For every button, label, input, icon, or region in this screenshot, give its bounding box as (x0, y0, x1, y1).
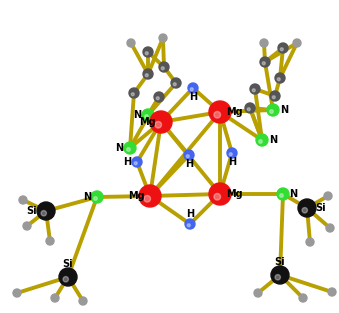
Circle shape (139, 185, 161, 207)
Circle shape (187, 224, 190, 227)
Circle shape (37, 202, 55, 220)
Circle shape (190, 88, 193, 91)
Circle shape (150, 111, 172, 133)
Circle shape (127, 148, 130, 151)
Circle shape (91, 191, 103, 203)
Circle shape (132, 157, 142, 167)
Circle shape (145, 74, 148, 77)
Circle shape (256, 134, 268, 146)
Text: H: H (189, 92, 197, 102)
Text: N: N (83, 192, 91, 202)
Circle shape (326, 224, 334, 232)
Circle shape (188, 83, 198, 93)
Circle shape (159, 62, 169, 72)
Circle shape (214, 111, 221, 118)
Circle shape (262, 62, 265, 65)
Circle shape (159, 34, 167, 42)
Text: H: H (228, 157, 236, 167)
Text: H: H (185, 159, 193, 169)
Circle shape (186, 155, 189, 158)
Text: N: N (133, 110, 141, 120)
Circle shape (259, 140, 262, 143)
Circle shape (41, 211, 46, 216)
Circle shape (275, 73, 285, 83)
Circle shape (280, 48, 283, 51)
Text: Si: Si (316, 203, 326, 213)
Circle shape (156, 97, 159, 100)
Circle shape (278, 43, 288, 53)
Circle shape (134, 162, 137, 165)
Circle shape (214, 193, 221, 200)
Circle shape (79, 297, 87, 305)
Circle shape (293, 39, 301, 47)
Circle shape (306, 238, 314, 246)
Circle shape (131, 93, 134, 96)
Circle shape (127, 39, 135, 47)
Text: N: N (289, 189, 297, 199)
Text: Mg: Mg (139, 117, 155, 127)
Text: Si: Si (63, 259, 73, 269)
Text: H: H (186, 209, 194, 219)
Circle shape (209, 183, 231, 205)
Circle shape (144, 195, 151, 202)
Circle shape (155, 121, 162, 128)
Circle shape (254, 289, 262, 297)
Circle shape (272, 96, 275, 99)
Circle shape (59, 268, 77, 286)
Circle shape (299, 294, 307, 302)
Circle shape (277, 188, 289, 200)
Circle shape (142, 109, 154, 121)
Circle shape (63, 277, 68, 282)
Circle shape (275, 275, 280, 280)
Text: N: N (115, 143, 123, 153)
Circle shape (13, 289, 21, 297)
Text: N: N (280, 105, 288, 115)
Circle shape (252, 89, 255, 92)
Circle shape (277, 78, 280, 81)
Circle shape (280, 194, 283, 197)
Circle shape (260, 39, 268, 47)
Circle shape (247, 108, 250, 111)
Circle shape (250, 84, 260, 94)
Circle shape (124, 142, 136, 154)
Circle shape (227, 148, 237, 158)
Circle shape (145, 52, 148, 55)
Circle shape (19, 196, 27, 204)
Circle shape (185, 219, 195, 229)
Circle shape (161, 67, 164, 70)
Circle shape (129, 88, 139, 98)
Circle shape (145, 115, 148, 118)
Circle shape (267, 104, 279, 116)
Text: Si: Si (275, 257, 285, 267)
Text: N: N (269, 135, 277, 145)
Circle shape (143, 69, 153, 79)
Circle shape (154, 92, 164, 102)
Circle shape (51, 294, 59, 302)
Text: Mg: Mg (226, 107, 242, 117)
Text: Si: Si (27, 206, 37, 216)
Text: Mg: Mg (226, 189, 242, 199)
Circle shape (209, 101, 231, 123)
Circle shape (245, 103, 255, 113)
Circle shape (229, 153, 232, 156)
Circle shape (46, 237, 54, 245)
Text: Mg: Mg (128, 191, 144, 201)
Circle shape (23, 222, 31, 230)
Circle shape (171, 78, 181, 88)
Text: H: H (123, 157, 131, 167)
Circle shape (271, 266, 289, 284)
Circle shape (302, 208, 307, 213)
Circle shape (298, 199, 316, 217)
Circle shape (260, 57, 270, 67)
Circle shape (328, 288, 336, 296)
Circle shape (173, 83, 176, 86)
Circle shape (94, 197, 97, 200)
Circle shape (184, 150, 194, 160)
Circle shape (143, 47, 153, 57)
Circle shape (324, 192, 332, 200)
Circle shape (270, 110, 273, 113)
Circle shape (270, 91, 280, 101)
